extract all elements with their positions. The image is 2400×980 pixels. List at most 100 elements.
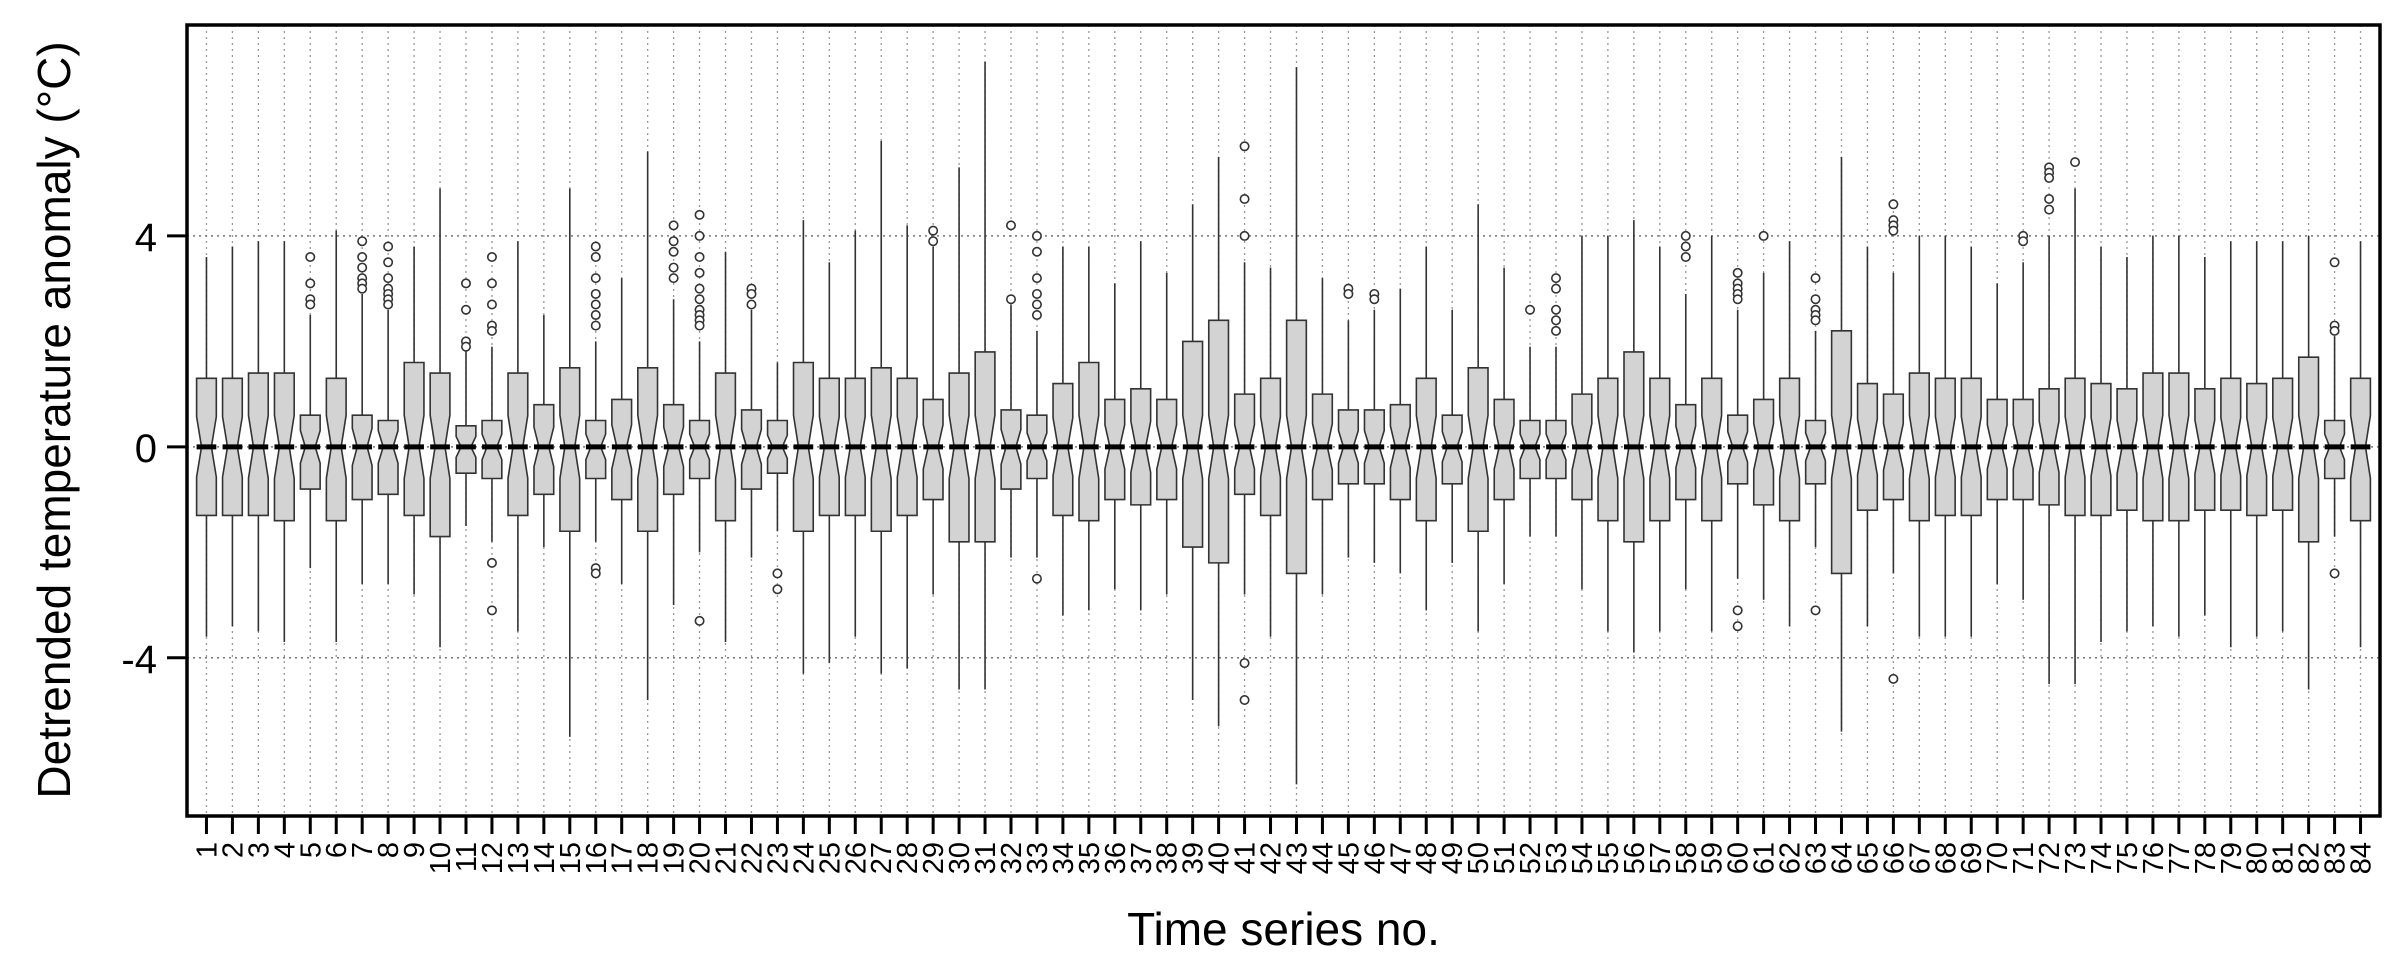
x-tick-label: 54: [1567, 842, 1599, 874]
box-body: [2194, 388, 2216, 511]
box-group: [1856, 246, 1879, 627]
box-group: [948, 167, 970, 690]
outlier-point: [590, 252, 601, 263]
x-tick-label: 38: [1152, 842, 1184, 874]
box-body: [403, 361, 425, 517]
outlier-point: [590, 241, 601, 252]
x-tick-label: 24: [788, 842, 820, 874]
outlier-point: [383, 273, 394, 284]
outlier-point: [1888, 673, 1899, 684]
box-group: [1285, 67, 1308, 785]
outlier-point: [1239, 230, 1250, 241]
outlier-point: [590, 320, 601, 331]
x-tick-label: 76: [2138, 842, 2170, 874]
box-group: [481, 252, 503, 616]
outlier-point: [928, 225, 939, 236]
y-tick-label: 0: [135, 427, 157, 471]
box-group: [2220, 241, 2242, 648]
box-group: [2142, 235, 2164, 627]
x-tick-label: 70: [1982, 842, 2014, 874]
axes: -404123456789101112131415161718192021222…: [121, 216, 2377, 874]
box-group: [2064, 157, 2086, 685]
outlier-point: [590, 568, 601, 579]
outlier-point: [2044, 194, 2055, 205]
x-tick-label: 80: [2242, 842, 2274, 874]
box-body: [740, 409, 763, 490]
x-tick-label: 27: [866, 842, 898, 874]
outlier-point: [1888, 225, 1899, 236]
x-tick-label: 51: [1489, 842, 1521, 874]
x-tick-label: 33: [1022, 842, 1054, 874]
box-body: [1752, 398, 1775, 506]
box-body: [481, 419, 503, 480]
box-body: [1182, 340, 1204, 548]
box-group: [974, 61, 996, 690]
x-tick-label: 82: [2294, 842, 2326, 874]
x-tick-label: 6: [321, 842, 353, 858]
box-group: [1986, 283, 2008, 584]
box-body: [351, 414, 373, 501]
outlier-point: [2329, 257, 2340, 268]
box-group: [1934, 235, 1956, 637]
x-tick-label: 55: [1593, 842, 1625, 874]
box-group: [2323, 257, 2346, 579]
box-group: [1908, 235, 1930, 637]
outlier-point: [460, 304, 471, 315]
box-group: [636, 151, 659, 700]
outlier-point: [2044, 204, 2055, 215]
outlier-point: [2329, 568, 2340, 579]
x-tick-label: 66: [1878, 842, 1910, 874]
outlier-point: [746, 288, 757, 299]
box-group: [325, 230, 347, 642]
box-body: [1207, 319, 1230, 564]
outlier-point: [1343, 288, 1354, 299]
x-tick-label: 3: [243, 842, 275, 858]
box-group: [1830, 156, 1853, 732]
box-body: [1597, 377, 1619, 522]
outlier-point: [1239, 141, 1250, 152]
box-group: [870, 141, 892, 674]
x-tick-label: 79: [2216, 842, 2248, 874]
x-tick-label: 26: [840, 842, 872, 874]
x-tick-label: 43: [1281, 842, 1313, 874]
outlier-point: [486, 557, 497, 568]
box-body: [2090, 382, 2112, 517]
box-body: [662, 403, 685, 496]
x-tick-label: 72: [2034, 842, 2066, 874]
x-tick-label: 25: [814, 842, 846, 874]
outlier-point: [694, 209, 705, 220]
outlier-point: [590, 273, 601, 284]
x-tick-label: 40: [1204, 842, 1236, 874]
box-body: [2116, 388, 2138, 511]
box-group: [273, 241, 295, 642]
box-body: [636, 366, 659, 533]
outlier-point: [1680, 252, 1691, 263]
x-tick-label: 68: [1930, 842, 1962, 874]
x-tick-label: 34: [1048, 842, 1080, 874]
box-group: [1701, 235, 1723, 632]
box-group: [662, 220, 685, 606]
box-group: [1104, 283, 1126, 590]
x-tick-label: 50: [1463, 842, 1495, 874]
outlier-point: [1551, 325, 1562, 336]
box-group: [2038, 162, 2060, 685]
box-group: [533, 315, 555, 548]
x-tick-label: 73: [2060, 842, 2092, 874]
outlier-point: [772, 584, 783, 595]
outlier-point: [1810, 294, 1821, 305]
box-group: [559, 188, 581, 737]
box-group: [792, 220, 815, 674]
x-tick-label: 49: [1437, 842, 1469, 874]
box-group: [351, 236, 373, 584]
outlier-point: [694, 267, 705, 278]
outlier-point: [486, 278, 497, 289]
outlier-point: [2018, 236, 2029, 247]
x-tick-label: 20: [685, 842, 717, 874]
x-tick-label: 11: [451, 842, 483, 872]
outlier-point: [460, 278, 471, 289]
outlier-point: [2329, 325, 2340, 336]
outlier-point: [590, 310, 601, 321]
box-body: [429, 372, 451, 538]
box-group: [403, 246, 425, 595]
